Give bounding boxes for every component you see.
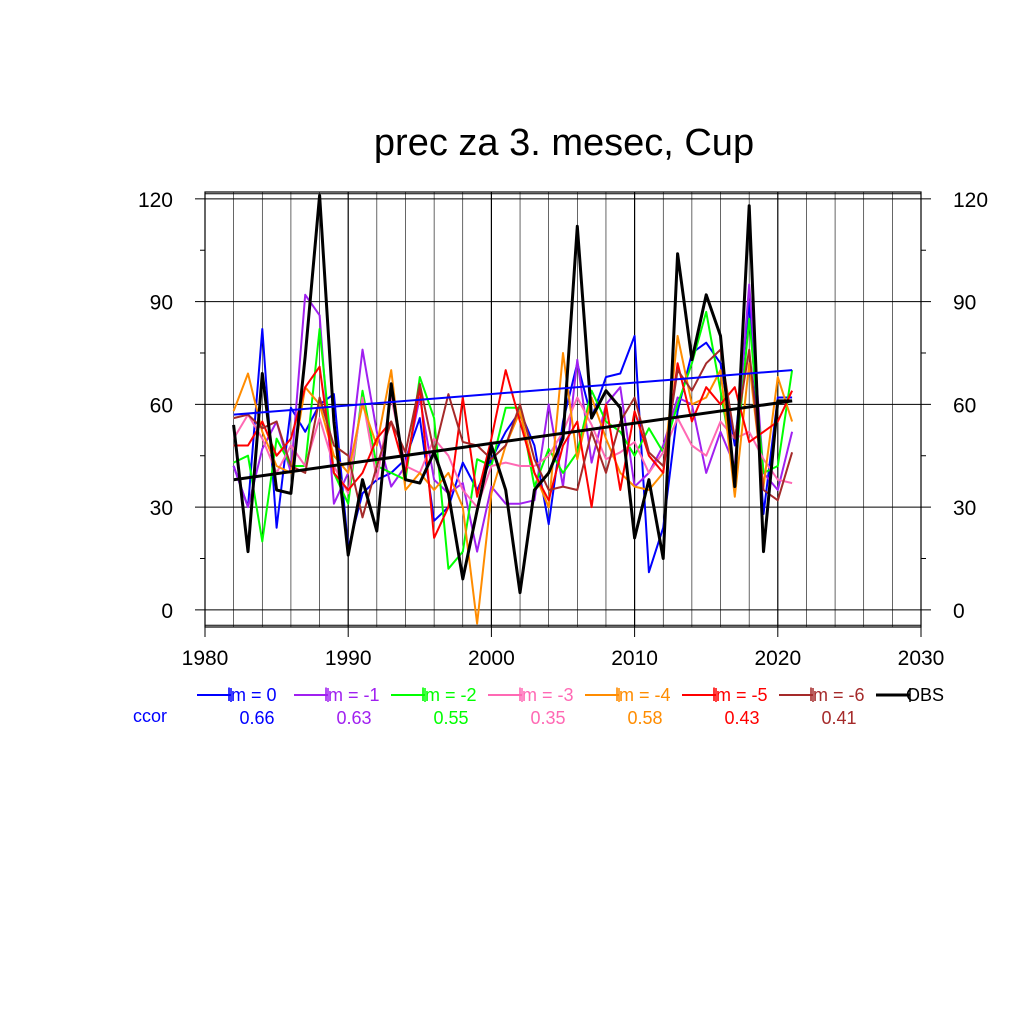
legend-label: lm = -2 <box>421 685 477 705</box>
ccor-value: 0.55 <box>433 708 468 728</box>
legend-label: lm = -3 <box>518 685 574 705</box>
y-tick-label-left: 60 <box>150 394 173 417</box>
series-line-lm--4 <box>232 334 794 625</box>
x-tick-label: 2020 <box>754 647 801 670</box>
y-tick-label-right: 120 <box>953 189 988 212</box>
ccor-value: 0.63 <box>336 708 371 728</box>
y-tick-label-left: 90 <box>150 292 173 315</box>
y-tick-label-left: 30 <box>150 497 173 520</box>
ccor-label: ccor <box>133 706 167 726</box>
series-line-lm--2 <box>233 310 794 570</box>
trend-line-lm-0 <box>233 369 793 416</box>
y-tick-label-right: 90 <box>953 292 976 315</box>
ccor-value: 0.35 <box>530 708 565 728</box>
x-tick-label: 2030 <box>898 647 945 670</box>
x-tick-label: 2000 <box>468 647 515 670</box>
y-tick-label-right: 30 <box>953 497 976 520</box>
legend-label: lm = -5 <box>712 685 768 705</box>
ccor-value: 0.58 <box>627 708 662 728</box>
trend-line-OBS <box>233 399 793 482</box>
y-tick-label-right: 0 <box>953 600 965 623</box>
plot-frame <box>204 191 922 628</box>
series-line-OBS <box>232 193 793 595</box>
series-line-lm--6 <box>233 348 794 519</box>
legend-label: lm = -4 <box>615 685 671 705</box>
chart-title: prec za 3. mesec, Cup <box>373 122 755 164</box>
y-tick-label-left: 0 <box>161 600 173 623</box>
legend-label: OBS <box>906 685 944 705</box>
x-tick-label: 1980 <box>182 647 229 670</box>
legend-label: lm = 0 <box>227 685 277 705</box>
y-tick-label-right: 60 <box>953 394 976 417</box>
x-tick-label: 1990 <box>325 647 372 670</box>
legend-label: lm = -1 <box>324 685 380 705</box>
ccor-value: 0.41 <box>821 708 856 728</box>
x-tick-label: 2010 <box>611 647 658 670</box>
legend-label: lm = -6 <box>809 685 865 705</box>
series-line-lm--3 <box>232 396 793 509</box>
ccor-value: 0.43 <box>724 708 759 728</box>
ccor-value: 0.66 <box>239 708 274 728</box>
y-tick-label-left: 120 <box>138 189 173 212</box>
